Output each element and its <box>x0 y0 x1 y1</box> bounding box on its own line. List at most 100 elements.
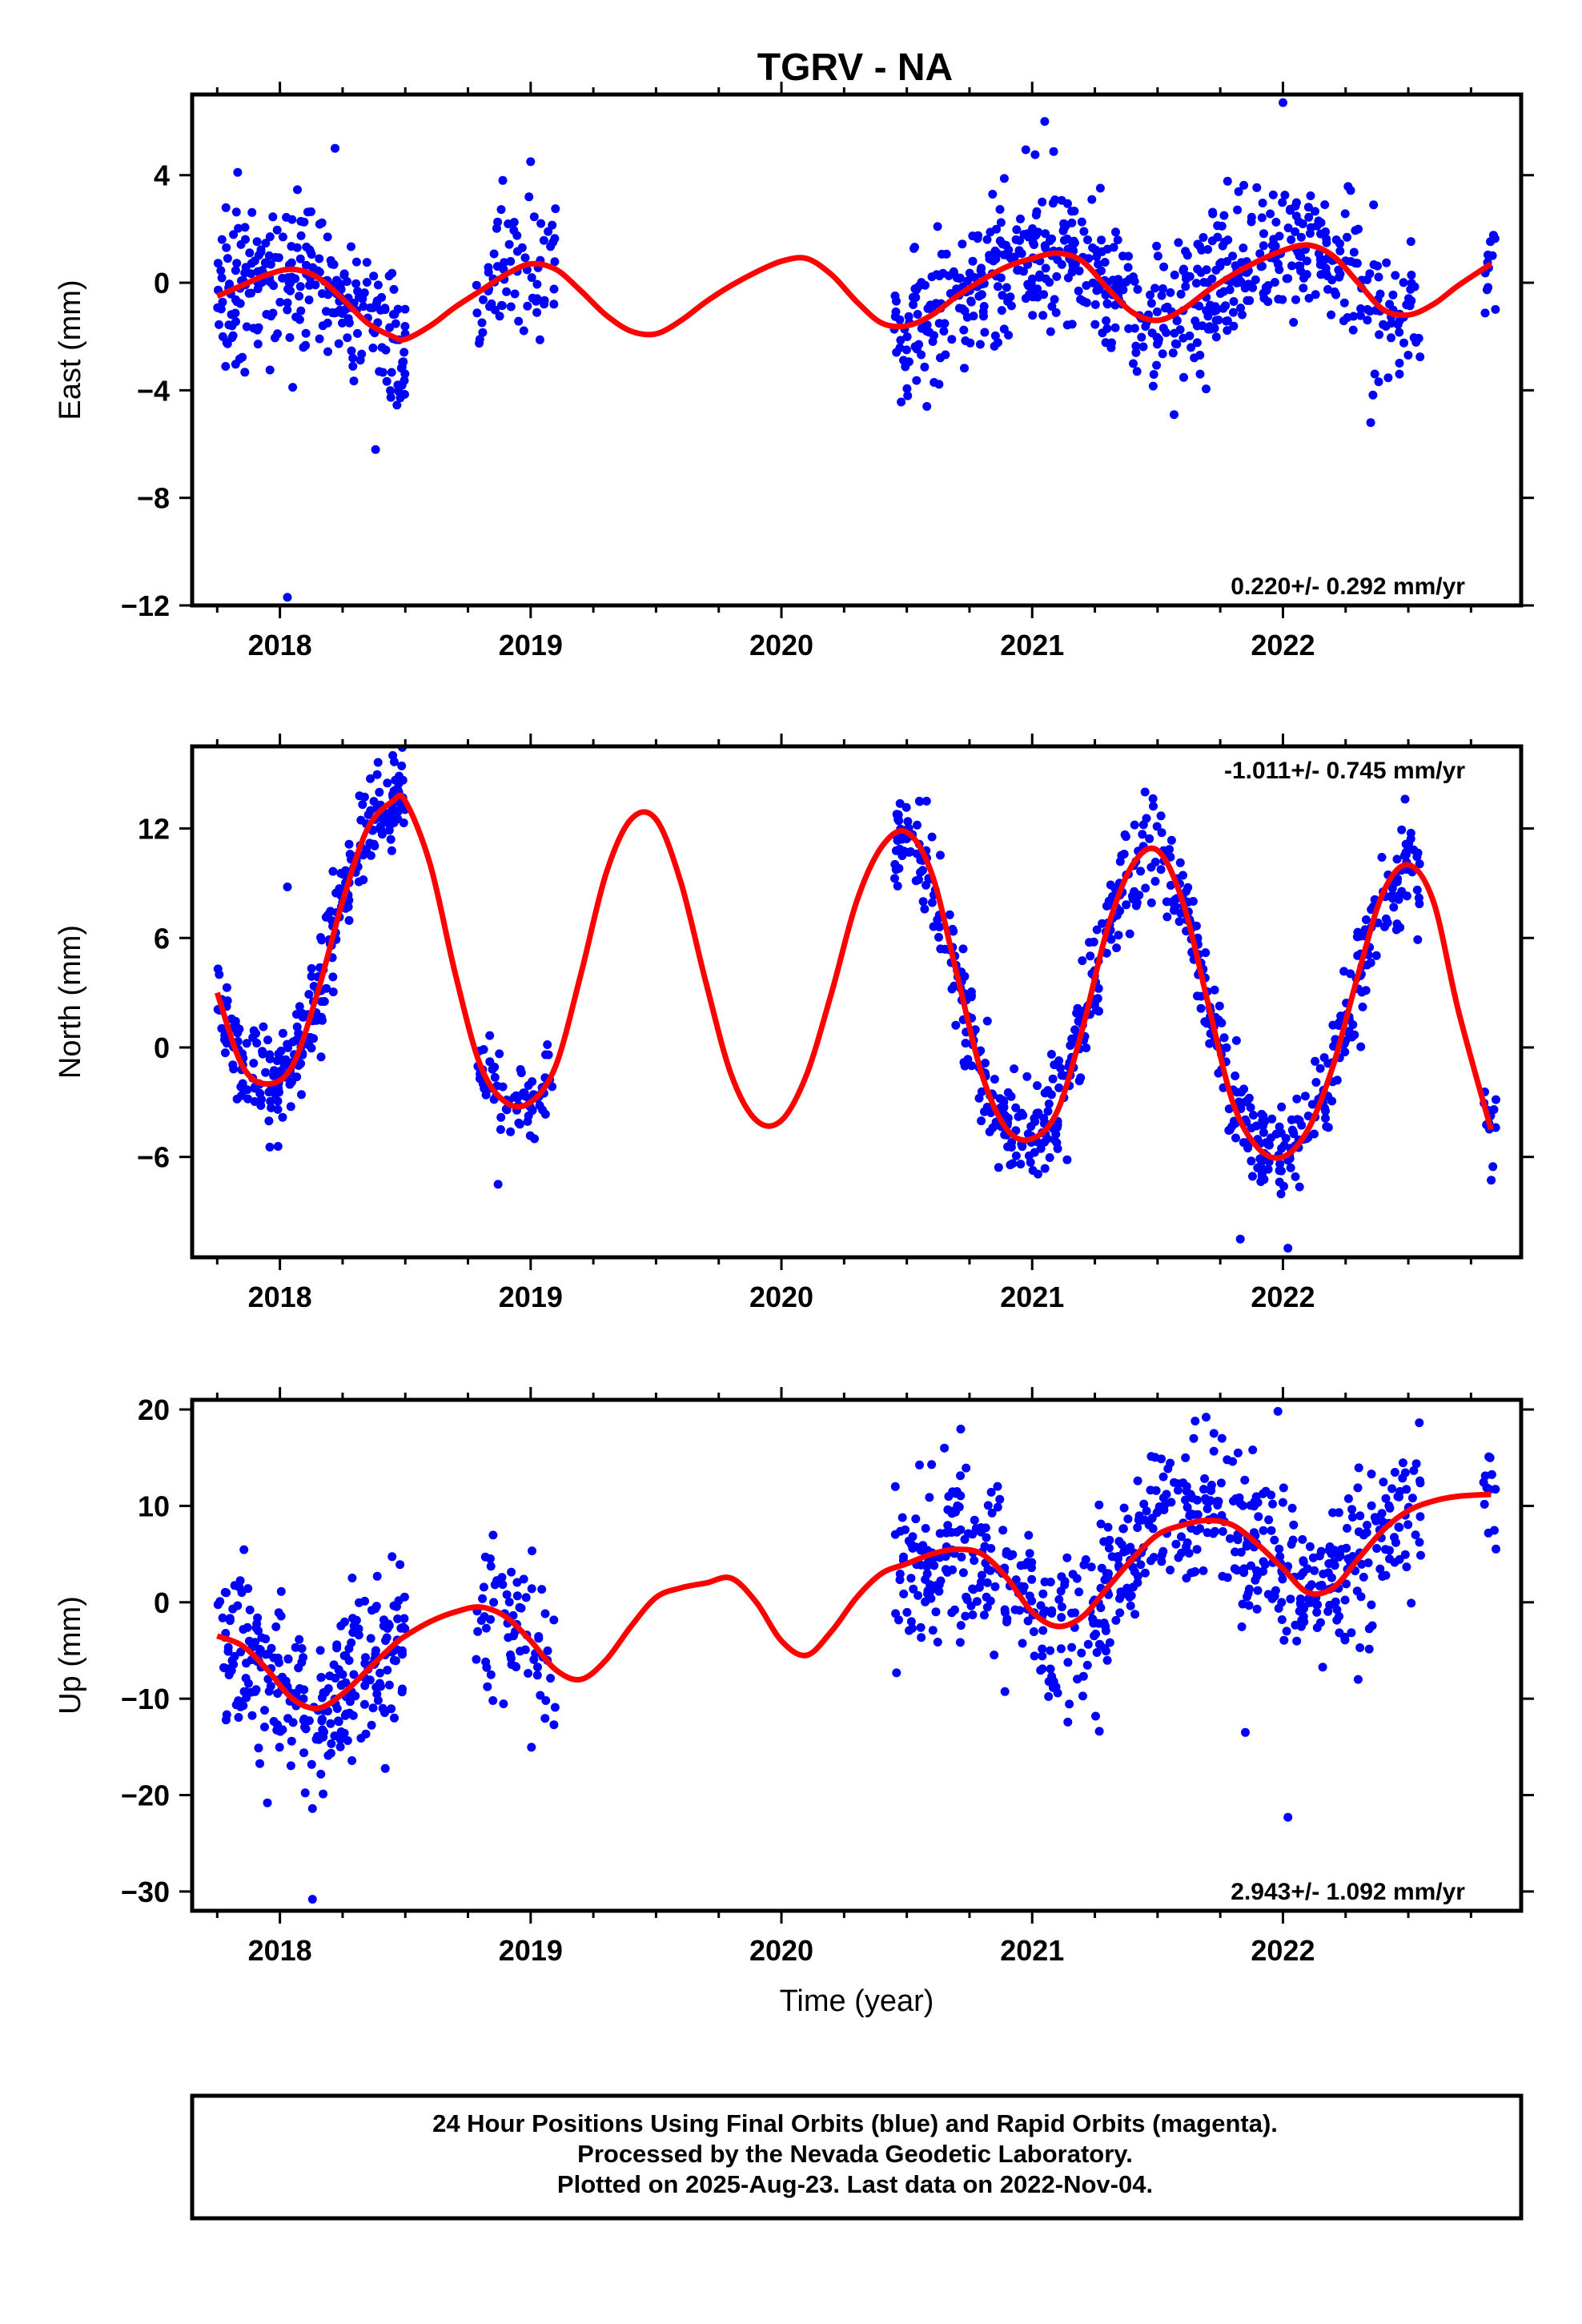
data-point <box>502 1590 512 1599</box>
data-point <box>942 1567 952 1577</box>
data-point <box>1388 290 1398 300</box>
data-point <box>1040 1577 1050 1586</box>
data-point <box>544 227 553 236</box>
data-point <box>251 1638 259 1647</box>
data-point <box>968 231 978 241</box>
data-point <box>1103 1522 1113 1532</box>
data-point <box>1248 283 1258 292</box>
data-point <box>1278 1498 1287 1507</box>
data-point <box>1279 1181 1288 1191</box>
data-point <box>933 222 942 231</box>
data-point <box>1174 1486 1182 1495</box>
data-point <box>480 1552 490 1562</box>
data-point <box>490 1580 500 1590</box>
data-point <box>1154 337 1163 347</box>
data-point <box>493 1180 503 1189</box>
data-point <box>250 256 259 266</box>
east-fit-curve <box>215 242 1493 343</box>
data-point <box>515 1602 524 1612</box>
data-point <box>1178 333 1188 343</box>
data-point <box>328 972 338 982</box>
data-point <box>958 1568 968 1578</box>
data-point <box>1025 1549 1034 1558</box>
data-point <box>1224 1104 1234 1114</box>
data-point <box>1188 897 1198 906</box>
data-point <box>1231 1133 1240 1143</box>
data-point <box>1352 259 1362 268</box>
data-point <box>1033 284 1042 294</box>
data-point <box>339 271 349 279</box>
data-point <box>540 1109 550 1119</box>
data-point <box>970 1515 979 1525</box>
data-point <box>257 1633 267 1642</box>
data-point <box>540 1714 550 1723</box>
data-point <box>1076 1073 1086 1083</box>
data-point <box>369 839 379 849</box>
data-point <box>1038 1644 1047 1654</box>
data-point <box>537 1585 547 1594</box>
data-point <box>1367 1470 1376 1479</box>
data-point <box>1247 1124 1256 1133</box>
data-point <box>1330 287 1339 296</box>
data-point <box>393 814 403 824</box>
data-point <box>1268 190 1278 199</box>
data-point <box>1245 296 1255 305</box>
data-point <box>1268 1499 1278 1509</box>
data-point <box>371 1646 380 1655</box>
data-point <box>987 1508 997 1518</box>
data-point <box>528 1546 536 1556</box>
north-y-axis-label: North (mm) <box>54 925 87 1079</box>
data-point <box>1339 967 1349 976</box>
data-point <box>1328 1508 1338 1518</box>
x-tick-label: 2022 <box>1251 1934 1315 1967</box>
data-point <box>1234 187 1243 196</box>
data-point <box>1146 898 1156 907</box>
data-point <box>488 1696 498 1705</box>
data-point <box>1316 1546 1326 1556</box>
data-point <box>369 797 379 806</box>
data-point <box>1010 1064 1019 1074</box>
data-point <box>247 1711 257 1720</box>
data-point <box>925 1493 934 1502</box>
data-point <box>970 1556 979 1566</box>
data-point <box>523 301 532 311</box>
data-point <box>304 296 314 304</box>
data-point <box>222 983 231 992</box>
data-point <box>381 345 391 355</box>
data-point <box>1383 373 1393 383</box>
data-point <box>1030 150 1040 159</box>
data-point <box>236 239 246 249</box>
data-point <box>1023 1129 1033 1139</box>
data-point <box>366 774 375 783</box>
data-point <box>328 987 338 997</box>
data-point <box>1332 1605 1342 1614</box>
data-point <box>1279 1483 1288 1493</box>
data-point <box>299 1748 309 1758</box>
data-point <box>1355 1643 1365 1652</box>
data-point <box>261 239 271 248</box>
y-tick-label: 4 <box>154 159 170 192</box>
data-point <box>958 239 967 249</box>
data-point <box>1342 1543 1351 1553</box>
data-point <box>1181 1453 1191 1462</box>
data-point <box>1027 1574 1037 1584</box>
data-point <box>520 253 530 263</box>
data-point <box>1056 1644 1066 1654</box>
data-point <box>1181 282 1191 292</box>
data-point <box>1095 1640 1105 1650</box>
data-point <box>1057 259 1066 269</box>
data-point <box>1312 221 1322 231</box>
data-point <box>307 1895 317 1904</box>
data-point <box>247 207 257 217</box>
data-point <box>1395 369 1404 379</box>
data-point <box>1111 1615 1121 1625</box>
data-point <box>1012 225 1022 235</box>
data-point <box>1059 219 1069 228</box>
data-point <box>948 924 958 934</box>
data-point <box>892 810 901 819</box>
data-point <box>355 1598 363 1607</box>
data-point <box>1106 935 1116 944</box>
data-point <box>1363 1521 1371 1530</box>
data-point <box>475 1074 484 1084</box>
data-point <box>1170 1478 1178 1487</box>
